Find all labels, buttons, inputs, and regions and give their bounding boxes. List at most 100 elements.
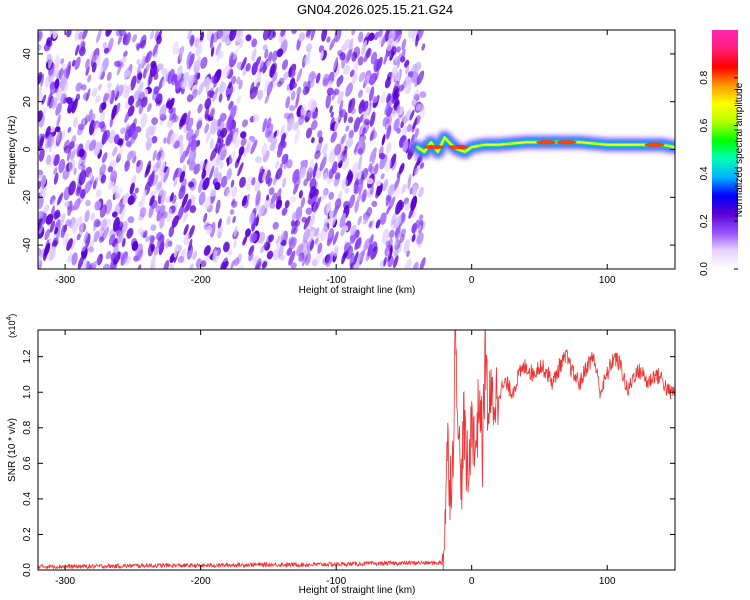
colorbar: 0.0 0.2 0.4 0.6 0.8 Normalized spectral ampl… — [699, 30, 745, 276]
noise-speckle — [251, 177, 256, 186]
noise-speckle — [280, 124, 285, 137]
noise-speckle — [232, 215, 236, 224]
noise-speckle — [188, 225, 195, 239]
noise-speckle — [141, 189, 147, 203]
noise-speckle — [112, 185, 119, 195]
noise-speckle — [390, 46, 397, 56]
noise-speckle — [131, 130, 138, 140]
noise-speckle — [347, 116, 354, 124]
noise-speckle — [401, 183, 408, 193]
noise-speckle — [286, 117, 293, 132]
noise-speckle — [261, 261, 268, 269]
noise-speckle — [101, 57, 109, 73]
noise-speckle — [286, 159, 293, 169]
noise-speckle — [189, 34, 195, 46]
noise-speckle — [356, 135, 364, 150]
noise-speckle — [314, 150, 321, 160]
noise-speckle — [112, 146, 118, 157]
noise-speckle — [237, 162, 244, 177]
noise-speckle — [290, 262, 297, 269]
noise-speckle — [305, 80, 311, 94]
noise-speckle — [163, 137, 167, 144]
noise-speckle — [187, 74, 195, 86]
noise-speckle — [298, 32, 305, 42]
noise-speckle — [45, 154, 52, 166]
noise-speckle — [49, 245, 56, 261]
noise-speckle — [290, 90, 296, 101]
noise-speckle — [403, 109, 412, 124]
noise-speckle — [188, 135, 195, 148]
noise-speckle — [123, 256, 128, 266]
noise-speckle — [398, 201, 405, 211]
noise-speckle — [293, 121, 300, 131]
noise-speckle — [59, 75, 67, 92]
noise-speckle — [124, 110, 131, 123]
noise-speckle — [236, 151, 243, 164]
noise-speckle — [186, 250, 192, 258]
noise-speckle — [373, 163, 379, 175]
snr-y-label: SNR (10 * v/v) — [7, 418, 18, 482]
noise-speckle — [375, 187, 381, 199]
noise-speckle — [384, 102, 390, 115]
noise-speckle — [99, 163, 107, 176]
noise-speckle — [64, 200, 70, 208]
noise-speckle — [42, 107, 47, 114]
noise-speckle — [159, 104, 167, 119]
noise-speckle — [276, 235, 281, 244]
noise-speckle — [204, 98, 212, 110]
noise-speckle — [153, 246, 159, 256]
noise-speckle — [110, 252, 117, 261]
noise-speckle — [415, 34, 419, 47]
noise-speckle — [418, 186, 424, 198]
noise-speckle — [368, 166, 373, 180]
noise-speckle — [348, 99, 353, 108]
noise-speckle — [233, 225, 238, 237]
noise-speckle — [300, 160, 308, 168]
noise-speckle — [215, 138, 221, 154]
noise-speckle — [85, 65, 90, 76]
noise-speckle — [180, 248, 186, 262]
noise-speckle — [165, 238, 170, 249]
noise-speckle — [328, 228, 334, 239]
noise-speckle — [334, 120, 339, 132]
noise-speckle — [393, 176, 401, 192]
noise-speckle — [41, 94, 47, 105]
noise-speckle — [105, 199, 112, 215]
noise-speckle — [68, 159, 76, 172]
noise-speckle — [210, 33, 214, 49]
noise-speckle — [85, 58, 90, 70]
noise-speckle — [97, 83, 103, 91]
noise-speckle — [368, 32, 375, 42]
noise-speckle — [72, 143, 79, 156]
noise-speckle — [38, 133, 42, 144]
noise-speckle — [272, 31, 277, 38]
noise-speckle — [134, 187, 139, 194]
noise-speckle — [139, 207, 147, 218]
noise-speckle — [211, 108, 216, 118]
noise-speckle — [110, 170, 118, 183]
noise-speckle — [386, 93, 391, 104]
noise-speckle — [126, 227, 134, 239]
noise-speckle — [394, 69, 401, 83]
noise-speckle — [345, 137, 354, 148]
noise-speckle — [88, 109, 93, 123]
noise-speckle — [118, 146, 123, 159]
noise-speckle — [204, 160, 211, 176]
noise-speckle — [348, 129, 354, 139]
noise-speckle — [160, 190, 167, 205]
noise-speckle — [375, 219, 381, 229]
noise-speckle — [339, 52, 346, 61]
noise-speckle — [136, 63, 142, 74]
noise-speckle — [354, 200, 360, 213]
noise-speckle — [305, 127, 313, 139]
noise-speckle — [299, 166, 307, 179]
noise-speckle — [71, 135, 77, 145]
noise-speckle — [296, 86, 302, 97]
noise-speckle — [280, 230, 289, 246]
noise-speckle — [223, 186, 230, 197]
noise-speckle — [419, 162, 425, 169]
y-tick-label: 0 — [22, 146, 33, 152]
spectrogram-y-label: Frequency (Hz) — [7, 116, 18, 185]
noise-speckle — [330, 111, 334, 118]
snr-frame — [37, 329, 676, 571]
